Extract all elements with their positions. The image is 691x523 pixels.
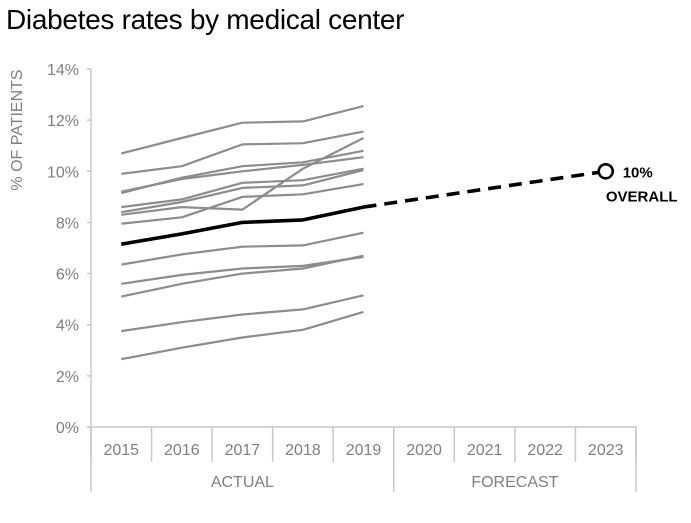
y-axis-label: % OF PATIENTS	[9, 69, 26, 190]
center-series-line	[121, 130, 364, 175]
y-tick-label: 10%	[47, 164, 79, 181]
center-series-line	[121, 254, 364, 298]
x-tick-label: 2016	[164, 442, 200, 459]
series-group	[120, 105, 615, 361]
overall-text-label: OVERALL	[606, 188, 678, 205]
center-series-line	[121, 105, 364, 155]
center-series-line	[121, 294, 364, 333]
y-tick-label: 14%	[47, 62, 79, 79]
center-series-line	[121, 137, 364, 216]
x-tick-label: 2023	[588, 442, 624, 459]
x-tick-label: 2015	[103, 442, 139, 459]
center-series-line	[121, 156, 364, 193]
x-group-label: ACTUAL	[211, 474, 274, 491]
x-tick-label: 2019	[346, 442, 382, 459]
center-series-line	[121, 167, 364, 209]
y-tick-label: 8%	[56, 215, 79, 232]
y-tick-label: 6%	[56, 267, 79, 284]
center-series-line	[121, 255, 364, 285]
center-series-line	[121, 231, 364, 266]
x-tick-label: 2021	[467, 442, 503, 459]
chart-title: Diabetes rates by medical center	[6, 4, 405, 35]
x-tick-label: 2017	[225, 442, 261, 459]
y-tick-label: 12%	[47, 113, 79, 130]
x-group-label: FORECAST	[471, 474, 558, 491]
x-tick-label: 2018	[285, 442, 321, 459]
x-tick-label: 2020	[406, 442, 442, 459]
y-tick-label: 4%	[56, 318, 79, 335]
center-series-line	[121, 183, 364, 225]
axes: 0% 2% 4% 6% 8% 10% 12% 14% 2015 2016 2017 2018 2019 2…	[47, 62, 637, 492]
y-tick-label: 2%	[56, 369, 79, 386]
overall-value-label: 10%	[623, 164, 653, 181]
overall-forecast-point	[597, 162, 615, 180]
center-series-line	[121, 168, 364, 214]
x-tick-label: 2022	[527, 442, 563, 459]
y-tick-label: 0%	[56, 420, 79, 437]
labels-group: 10% OVERALL	[606, 164, 678, 205]
overall-actual-line	[120, 205, 364, 246]
center-series-line	[121, 310, 364, 361]
overall-forecast-line	[363, 170, 600, 209]
